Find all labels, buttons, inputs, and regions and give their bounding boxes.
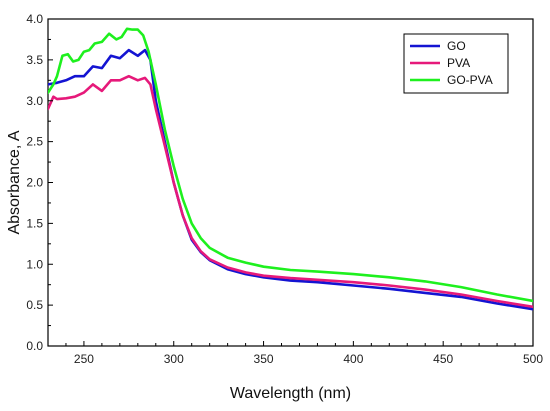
legend-label-go-pva: GO-PVA <box>447 73 493 87</box>
series-line-go-pva <box>48 27 533 303</box>
plot-area: 250 300 350 400 450 500 0.0 0.5 1.0 1.5 2.0 2.5 3.0… <box>26 12 543 366</box>
legend-label-go: GO <box>447 39 466 53</box>
y-tick-label: 3.0 <box>26 94 43 108</box>
x-tick-label: 350 <box>254 352 274 366</box>
series-layer <box>48 27 533 311</box>
y-tick-label: 1.5 <box>26 216 43 230</box>
x-tick-label: 400 <box>343 352 363 366</box>
series-line-pva <box>48 74 533 309</box>
y-tick-label: 3.5 <box>26 53 43 67</box>
legend: GO PVA GO-PVA <box>403 33 509 94</box>
y-axis-title: Absorbance, A <box>6 130 23 234</box>
y-tick-label: 1.0 <box>26 257 43 271</box>
legend-label-pva: PVA <box>447 56 470 70</box>
x-tick-label: 500 <box>523 352 543 366</box>
y-tick-label: 2.0 <box>26 176 43 190</box>
x-axis-title: Wavelength (nm) <box>230 385 351 402</box>
x-tick-label: 450 <box>433 352 453 366</box>
y-tick-label: 4.0 <box>26 12 43 26</box>
y-tick-label: 0.0 <box>26 339 43 353</box>
y-tick-label: 0.5 <box>26 298 43 312</box>
x-axis-ticks: 250 300 350 400 450 500 <box>47 341 543 366</box>
x-tick-label: 250 <box>74 352 94 366</box>
y-axis-ticks: 0.0 0.5 1.0 1.5 2.0 2.5 3.0 3.5 4.0 <box>26 12 53 353</box>
x-tick-label: 300 <box>164 352 184 366</box>
y-tick-label: 2.5 <box>26 135 43 149</box>
